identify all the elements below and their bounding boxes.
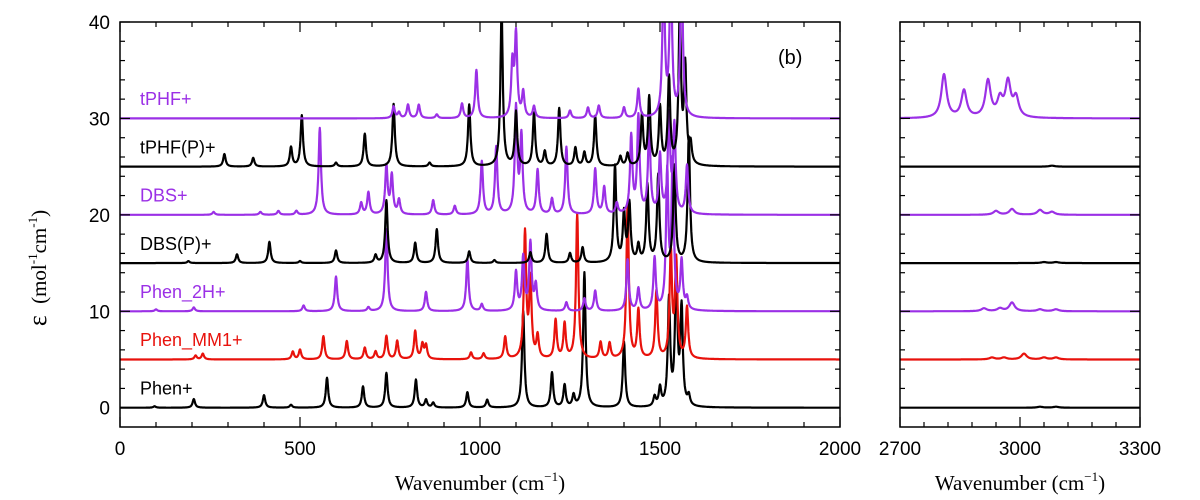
series-group bbox=[900, 72, 1140, 409]
series-label: Phen_2H+ bbox=[140, 282, 226, 303]
x-tick-label: 1000 bbox=[459, 439, 501, 460]
right-panel: 2700 3000 3300 bbox=[879, 21, 1161, 460]
series-line-tphf-p- bbox=[900, 164, 1140, 168]
main-panel: 0 500 1000 1500 2000 0 10 20 30 40 tPHF+ tPHF(P)+ DB… bbox=[89, 13, 861, 460]
series-line-phen-2h- bbox=[900, 301, 1140, 313]
series-label: DBS(P)+ bbox=[140, 234, 212, 254]
x-tick-label: 3000 bbox=[999, 439, 1041, 460]
series-label: Phen+ bbox=[140, 378, 193, 398]
plot-frame bbox=[119, 21, 841, 428]
plot-frame bbox=[899, 21, 1141, 428]
series-group bbox=[120, 22, 840, 409]
series-label: tPHF(P)+ bbox=[140, 137, 216, 157]
y-axis-title: ε (mol-1cm-1) bbox=[23, 210, 52, 326]
series-line-phen- bbox=[120, 260, 840, 409]
x-tick-label: 500 bbox=[284, 439, 316, 460]
svg-text:ε (mol-1cm-1): ε (mol-1cm-1) bbox=[23, 210, 52, 326]
series-line-dbs- bbox=[900, 207, 1140, 216]
x-tick-label: 2000 bbox=[819, 439, 861, 460]
y-tick-label: 20 bbox=[89, 206, 110, 227]
series-line-dbs-p- bbox=[120, 135, 840, 265]
series-line-tphf-p- bbox=[120, 22, 840, 168]
y-tick-label: 0 bbox=[99, 399, 110, 420]
series-line-tphf- bbox=[120, 22, 840, 120]
x-tick-label: 1500 bbox=[639, 439, 681, 460]
series-line-phen-2h- bbox=[120, 154, 840, 313]
series-line-phen-mm1- bbox=[120, 202, 840, 361]
x-axis-title-main: Wavenumber (cm−1) bbox=[395, 469, 565, 495]
series-line-tphf- bbox=[900, 72, 1140, 120]
x-axis-title-right: Wavenumber (cm−1) bbox=[935, 469, 1105, 495]
series-label: DBS+ bbox=[140, 186, 188, 206]
series-line-phen- bbox=[900, 405, 1140, 409]
series-line-phen-mm1- bbox=[900, 352, 1140, 361]
series-line-dbs-p- bbox=[900, 260, 1140, 265]
y-tick-label: 40 bbox=[89, 13, 110, 34]
x-tick-label: 2700 bbox=[879, 439, 921, 460]
y-tick-label: 30 bbox=[89, 109, 110, 130]
y-tick-label: 10 bbox=[89, 302, 110, 323]
panel-letter: (b) bbox=[778, 47, 802, 69]
series-label: Phen_MM1+ bbox=[140, 330, 243, 351]
x-tick-label: 0 bbox=[115, 439, 126, 460]
series-line-dbs- bbox=[120, 101, 840, 216]
series-label: tPHF+ bbox=[140, 89, 192, 109]
x-tick-label: 3300 bbox=[1119, 439, 1161, 460]
